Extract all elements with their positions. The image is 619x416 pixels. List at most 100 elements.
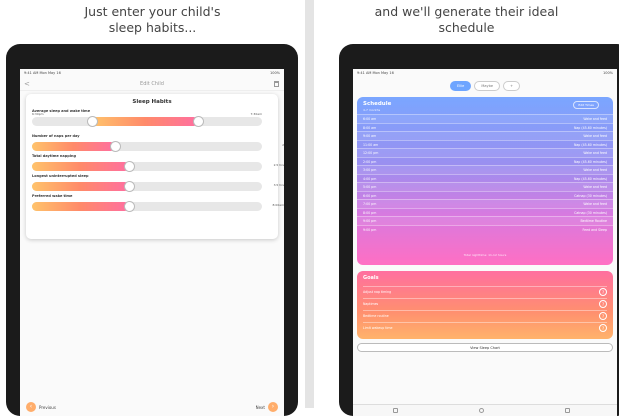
status-battery: 100%	[602, 71, 613, 75]
goal-item[interactable]: Limit wakeup time?	[363, 322, 607, 332]
schedule-time: 9:00 pm	[363, 227, 377, 232]
slider-label: Number of naps per day	[32, 134, 80, 138]
schedule-row: 12:00 pm Wake and feed	[357, 148, 613, 157]
add-child-button[interactable]: +	[503, 81, 521, 91]
status-battery: 100%	[269, 71, 280, 75]
slider-track[interactable]	[32, 116, 262, 127]
slider-fill	[91, 117, 198, 126]
nav-bar: < Edit Child	[20, 78, 284, 91]
arrow-left-icon: ‹	[26, 402, 36, 412]
schedule-event: Catnap (30 minutes)	[574, 193, 607, 198]
schedule-row: 8:00 pm Catnap (30 minutes)	[357, 207, 613, 217]
schedule-row: 6:00 pm Catnap (30 minutes)	[357, 190, 613, 200]
slider-track[interactable]	[32, 181, 262, 192]
tab-ellie[interactable]: Ellie	[449, 81, 472, 91]
calendar-icon[interactable]	[393, 408, 398, 413]
goal-item[interactable]: Naptimes?	[363, 298, 607, 308]
edit-times-button[interactable]: Edit Times	[573, 101, 599, 109]
schedule-event: Nap (45-60 minutes)	[573, 125, 607, 130]
goal-info-icon[interactable]: ?	[599, 300, 607, 308]
schedule-row: 11:00 am Nap (45-60 minutes)	[357, 139, 613, 149]
schedule-title: Schedule	[363, 101, 392, 107]
slider-start-time: 6:30pm	[32, 112, 44, 116]
goal-item[interactable]: Adjust nap timing?	[363, 286, 607, 296]
schedule-row: 6:00 am Wake and feed	[357, 114, 613, 123]
slider-knob[interactable]	[192, 116, 204, 127]
tab-bar	[353, 404, 617, 416]
settings-icon[interactable]	[565, 408, 570, 413]
schedule-time: 7:00 pm	[363, 202, 377, 206]
slider-fill	[32, 182, 129, 191]
slider-row: Total daytime napping 2.5 hrs	[32, 154, 284, 172]
right-caption: and we'll generate their ideal schedule	[374, 4, 559, 35]
next-button[interactable]: Next ›	[256, 402, 278, 412]
moon-icon[interactable]	[479, 408, 484, 413]
slider-knob[interactable]	[109, 141, 121, 152]
bottom-navigation: ‹ Previous Next ›	[20, 396, 284, 416]
slider-track[interactable]	[32, 141, 262, 152]
slider-row: Average sleep and wake time 6:30pm 7:30am	[32, 109, 272, 127]
previous-button[interactable]: ‹ Previous	[26, 402, 56, 412]
panel-divider	[305, 0, 314, 408]
schedule-time: 8:00 am	[363, 125, 377, 130]
schedule-row: 9:00 pm Bedtime Routine	[357, 216, 613, 225]
arrow-right-icon: ›	[268, 402, 278, 412]
goals-title: Goals	[363, 275, 379, 281]
schedule-row: 4:00 pm Nap (45-60 minutes)	[357, 173, 613, 183]
schedule-event: Wake and feed	[583, 151, 607, 155]
tablet-frame: 9:41 AM Mon May 16 100% Ellie Maybe + Sc…	[339, 44, 619, 416]
left-caption-line1: Just enter your child's	[84, 4, 221, 19]
slider-track[interactable]	[32, 161, 262, 172]
schedule-list: 6:00 am Wake and feed 8:00 am Nap (45-60 mi…	[357, 114, 613, 233]
schedule-event: Wake and feed	[583, 134, 607, 138]
schedule-event: Nap (45-60 minutes)	[573, 142, 607, 147]
schedule-event: Wake and feed	[583, 202, 607, 206]
schedule-time: 4:00 pm	[363, 176, 377, 181]
slider-track[interactable]	[32, 201, 262, 212]
tablet-screen: 9:41 AM Mon May 16 100% Ellie Maybe + Sc…	[353, 69, 617, 416]
schedule-time: 6:00 am	[363, 117, 377, 121]
slider-knob[interactable]	[123, 201, 135, 212]
slider-value: 2.5 hrs	[273, 163, 284, 167]
goal-item[interactable]: Bedtime routine?	[363, 310, 607, 320]
slider-value: 3.5 hrs	[273, 183, 284, 187]
goal-label: Adjust nap timing	[363, 290, 392, 294]
goal-label: Bedtime routine	[363, 314, 389, 318]
tab-maybe[interactable]: Maybe	[474, 81, 500, 91]
status-bar: 9:41 AM Mon May 16 100%	[357, 71, 613, 77]
schedule-time: 11:00 am	[363, 142, 379, 147]
sleep-habits-card: Sleep Habits Average sleep and wake time…	[26, 94, 284, 239]
schedule-row: 7:00 pm Wake and feed	[357, 199, 613, 208]
slider-knob-start[interactable]	[86, 116, 98, 127]
trash-icon[interactable]	[274, 81, 279, 87]
goal-info-icon[interactable]: ?	[599, 288, 607, 296]
nav-title: Edit Child	[140, 81, 164, 87]
schedule-time: 9:00 pm	[363, 219, 377, 223]
schedule-event: Wake and feed	[583, 185, 607, 189]
status-time: 9:41 AM Mon May 16	[357, 71, 394, 75]
slider-fill	[32, 162, 129, 171]
schedule-event: Nap (45-60 minutes)	[573, 159, 607, 164]
right-promo-panel: and we'll generate their ideal schedule …	[314, 0, 619, 416]
slider-knob[interactable]	[123, 161, 135, 172]
schedule-time: 5:00 pm	[363, 185, 377, 189]
schedule-footer: Total nighttime: 11-12 hours	[463, 253, 507, 257]
left-promo-panel: Just enter your child's sleep habits... …	[0, 0, 305, 416]
back-chevron-icon[interactable]: <	[24, 80, 30, 88]
goal-info-icon[interactable]: ?	[599, 324, 607, 332]
status-bar: 9:41 AM Mon May 16 100%	[24, 71, 280, 77]
slider-fill	[32, 142, 115, 151]
schedule-event: Feed and Sleep	[582, 227, 607, 232]
schedule-row: 8:00 am Nap (45-60 minutes)	[357, 122, 613, 132]
goal-info-icon[interactable]: ?	[599, 312, 607, 320]
goals-card: Goals Adjust nap timing? Naptimes? Bedtime…	[357, 271, 613, 339]
slider-row: Preferred wake time 8:00am	[32, 194, 284, 212]
slider-knob[interactable]	[123, 181, 135, 192]
slider-row: Number of naps per day 2	[32, 134, 284, 152]
schedule-event: Wake and feed	[583, 117, 607, 121]
schedule-time: 2:00 pm	[363, 159, 377, 164]
slider-fill	[32, 202, 129, 211]
view-sleep-chart-button[interactable]: View Sleep Chart	[357, 343, 613, 352]
schedule-event: Bedtime Routine	[580, 219, 607, 223]
status-time: 9:41 AM Mon May 16	[24, 71, 61, 75]
